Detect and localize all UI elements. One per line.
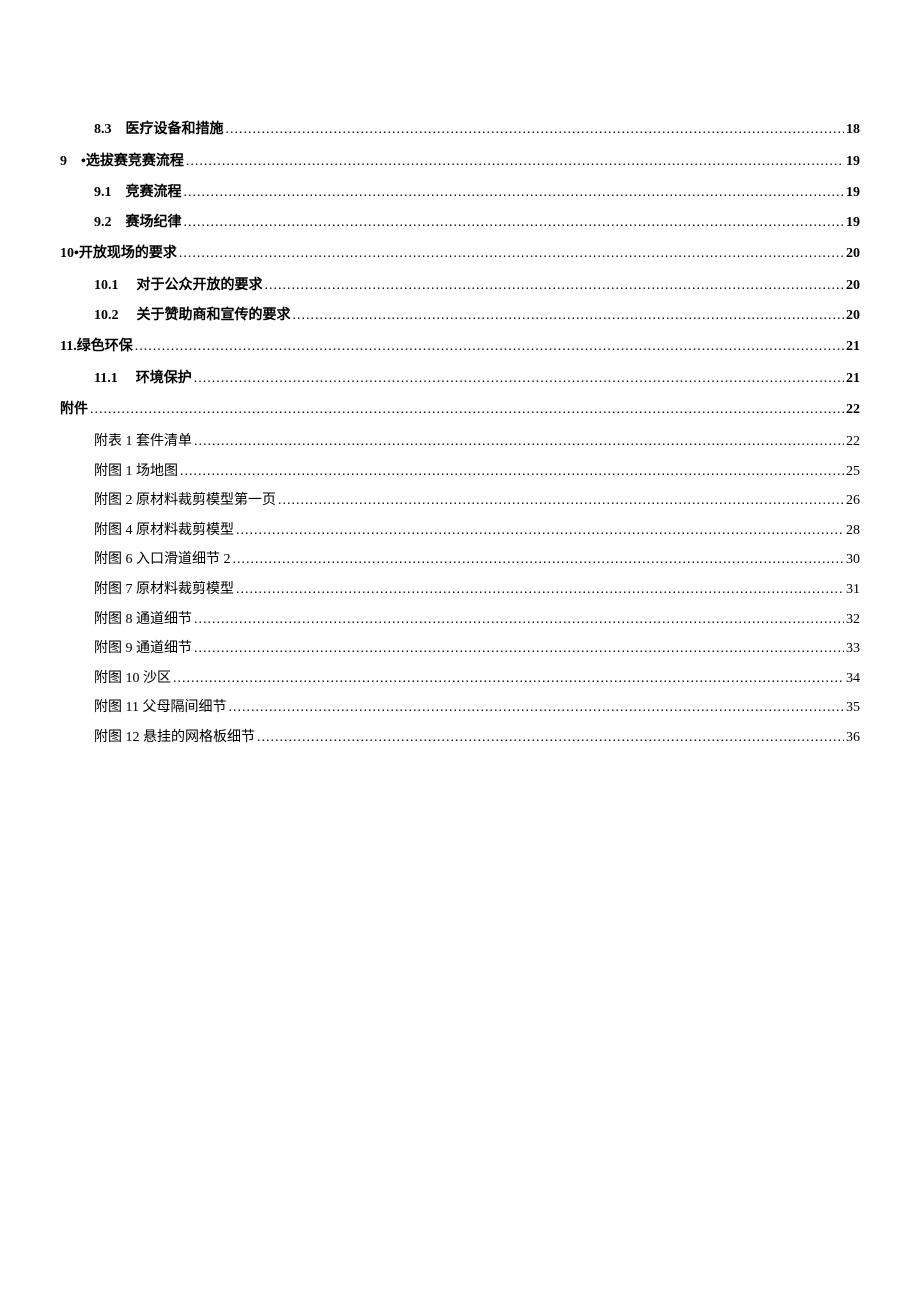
toc-leader [293, 306, 845, 326]
toc-leader [186, 152, 844, 172]
toc-leader [194, 432, 844, 452]
toc-label: 关于赞助商和宣传的要求 [137, 306, 291, 326]
toc-entry: 附件 22 [60, 400, 860, 420]
toc-label: 附表 1 套件清单 [94, 432, 192, 452]
toc-leader [233, 550, 845, 570]
toc-num: 8.3 [94, 120, 112, 140]
toc-page-num: 22 [846, 400, 860, 420]
toc-page-num: 19 [846, 213, 860, 233]
toc-num: 10.1 [94, 276, 119, 296]
toc-num: 11.1 [94, 369, 118, 389]
toc-entry: 10.2 关于赞助商和宣传的要求 20 [94, 306, 860, 326]
toc-page-num: 20 [846, 276, 860, 296]
toc-num: 9 [60, 152, 67, 172]
toc-page-num: 35 [846, 698, 860, 718]
toc-label: 附图 2 原材料裁剪模型第一页 [94, 491, 276, 511]
toc-entry: 10•开放现场的要求 20 [60, 244, 860, 264]
toc-page-num: 32 [846, 610, 860, 630]
toc-label: 附图 11 父母隔间细节 [94, 698, 226, 718]
toc-entry: 附表 1 套件清单 22 [94, 432, 860, 452]
toc-label: 医疗设备和措施 [126, 120, 224, 140]
toc-page-num: 34 [846, 669, 860, 689]
toc-leader [184, 183, 845, 203]
toc-leader [194, 369, 844, 389]
toc-num: 10.2 [94, 306, 119, 326]
toc-entry: 附图 8 通道细节 32 [94, 610, 860, 630]
toc-label: 环境保护 [136, 369, 192, 389]
toc-page-num: 21 [846, 369, 860, 389]
toc-label: 附图 12 悬挂的网格板细节 [94, 728, 255, 748]
toc-label: 附图 6 入口滑道细节 2 [94, 550, 231, 570]
toc-page-num: 20 [846, 244, 860, 264]
toc-leader [265, 276, 845, 296]
toc-leader [135, 337, 844, 357]
toc-num: 9.1 [94, 183, 112, 203]
toc-page-num: 26 [846, 491, 860, 511]
toc-entry: 附图 2 原材料裁剪模型第一页 26 [94, 491, 860, 511]
toc-entry: 9 •选拔赛竞赛流程 19 [60, 152, 860, 172]
toc-label: 11.绿色环保 [60, 337, 133, 357]
toc-leader [228, 698, 844, 718]
toc-page-num: 28 [846, 521, 860, 541]
toc-entry: 附图 12 悬挂的网格板细节 36 [94, 728, 860, 748]
toc-label: 附图 10 沙区 [94, 669, 171, 689]
toc-leader [179, 244, 844, 264]
toc-label: •选拔赛竞赛流程 [81, 152, 184, 172]
toc-page-num: 18 [846, 120, 860, 140]
toc-entry: 附图 9 通道细节 33 [94, 639, 860, 659]
toc-label: 竞赛流程 [126, 183, 182, 203]
toc-label: 附图 9 通道细节 [94, 639, 192, 659]
toc-entry: 10.1 对于公众开放的要求 20 [94, 276, 860, 296]
toc-entry: 9.1 竞赛流程 19 [94, 183, 860, 203]
toc-label: 对于公众开放的要求 [137, 276, 263, 296]
toc-entry: 附图 4 原材料裁剪模型 28 [94, 521, 860, 541]
toc-num: 9.2 [94, 213, 112, 233]
toc-label: 附图 4 原材料裁剪模型 [94, 521, 234, 541]
toc-leader [184, 213, 845, 233]
toc-page-num: 19 [846, 183, 860, 203]
toc-page-num: 25 [846, 462, 860, 482]
toc-page-num: 22 [846, 432, 860, 452]
toc-entry: 附图 7 原材料裁剪模型 31 [94, 580, 860, 600]
toc-label: 附图 7 原材料裁剪模型 [94, 580, 234, 600]
toc-leader [226, 120, 845, 140]
toc-leader [194, 610, 844, 630]
toc-page-num: 21 [846, 337, 860, 357]
toc-leader [236, 521, 844, 541]
toc-entry: 11.1 环境保护 21 [94, 369, 860, 389]
toc-leader [180, 462, 844, 482]
toc-page-num: 36 [846, 728, 860, 748]
toc-page-num: 33 [846, 639, 860, 659]
toc-entry: 9.2 赛场纪律 19 [94, 213, 860, 233]
toc-leader [236, 580, 844, 600]
toc-entry: 11.绿色环保 21 [60, 337, 860, 357]
toc-label: 附图 8 通道细节 [94, 610, 192, 630]
toc-leader [194, 639, 844, 659]
toc-page-num: 20 [846, 306, 860, 326]
toc-page: 8.3 医疗设备和措施 18 9 •选拔赛竞赛流程 19 9.1 竞赛流程 19… [0, 0, 920, 747]
toc-leader [278, 491, 844, 511]
toc-leader [173, 669, 844, 689]
toc-entry: 附图 1 场地图 25 [94, 462, 860, 482]
toc-leader [257, 728, 844, 748]
toc-entry: 8.3 医疗设备和措施 18 [94, 120, 860, 140]
toc-label: 10•开放现场的要求 [60, 244, 177, 264]
toc-label: 附件 [60, 400, 88, 420]
toc-page-num: 31 [846, 580, 860, 600]
toc-entry: 附图 10 沙区 34 [94, 669, 860, 689]
toc-leader [90, 400, 844, 420]
toc-page-num: 19 [846, 152, 860, 172]
toc-entry: 附图 6 入口滑道细节 2 30 [94, 550, 860, 570]
toc-label: 赛场纪律 [126, 213, 182, 233]
toc-label: 附图 1 场地图 [94, 462, 178, 482]
toc-entry: 附图 11 父母隔间细节 35 [94, 698, 860, 718]
toc-page-num: 30 [846, 550, 860, 570]
